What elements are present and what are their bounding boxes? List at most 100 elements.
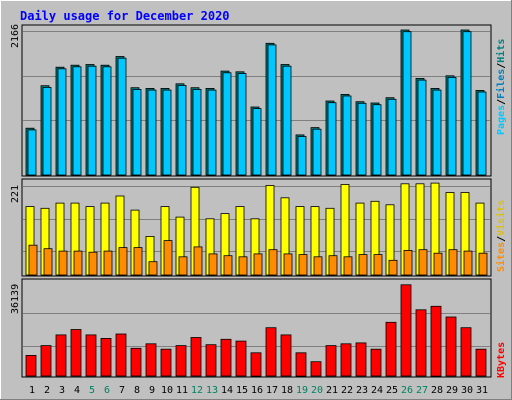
files-bar <box>372 104 382 176</box>
kbytes-bar <box>145 343 157 377</box>
visits-bar <box>403 249 413 276</box>
files-bar <box>42 87 52 176</box>
kbytes-bar <box>385 321 397 377</box>
files-bar <box>312 128 322 176</box>
visits-bar <box>328 255 338 276</box>
kbytes-bar <box>265 327 277 377</box>
kbytes-bar <box>280 334 292 377</box>
kbytes-bar <box>415 309 427 377</box>
day-label: 28 <box>431 385 443 396</box>
files-bar <box>252 108 262 176</box>
kbytes-bar <box>220 338 232 377</box>
kbytes-bar <box>100 337 112 377</box>
kbytes-bar <box>430 305 442 377</box>
legend-separator: / <box>496 236 507 242</box>
files-bar <box>477 91 487 176</box>
legend-pages: Pages <box>496 105 507 135</box>
day-label: 5 <box>89 385 95 396</box>
kbytes-bar <box>115 333 127 377</box>
day-label: 25 <box>386 385 398 396</box>
day-label: 29 <box>446 385 458 396</box>
day-label: 16 <box>251 385 263 396</box>
day-labels: 1 2 3 4 5 6 7 8 9 10 11 12 13 14 15 16 17 18 19 20 21 22 23 24 2… <box>29 385 488 396</box>
visits-bar <box>253 253 263 276</box>
files-bar <box>207 89 217 176</box>
visits-bar <box>478 252 488 276</box>
files-bar <box>282 65 292 176</box>
day-label: 20 <box>311 385 323 396</box>
kbytes-bar <box>340 343 352 377</box>
files-bar <box>192 89 202 176</box>
day-label: 19 <box>296 385 308 396</box>
day-label: 11 <box>176 385 188 396</box>
hits-legend: Pages/Files/Hits <box>495 39 507 135</box>
day-label: 15 <box>236 385 248 396</box>
visits-bar <box>28 244 38 276</box>
day-label: 18 <box>281 385 293 396</box>
day-label: 30 <box>461 385 473 396</box>
hits-ymax-label: 2166 <box>10 24 21 48</box>
kbytes-bar <box>55 334 67 377</box>
kbytes-bar <box>355 342 367 377</box>
kbytes-bar <box>25 354 37 377</box>
visits-bar <box>58 250 68 276</box>
files-bar <box>177 85 187 176</box>
kbytes-bar <box>160 348 172 377</box>
files-bar <box>117 57 127 176</box>
day-label: 1 <box>29 385 35 396</box>
visits-bar <box>88 251 98 276</box>
files-bar <box>237 73 247 176</box>
day-label: 14 <box>221 385 233 396</box>
kbytes-bar <box>70 329 82 377</box>
visits-bar <box>208 253 218 276</box>
visits-bar <box>73 250 83 276</box>
files-bar <box>267 44 277 176</box>
day-label: 3 <box>59 385 65 396</box>
visits-ymax-label: 221 <box>10 185 21 203</box>
visits-bar <box>148 261 158 276</box>
files-bar <box>342 95 352 176</box>
files-bar <box>462 31 472 176</box>
visits-bar <box>103 250 113 276</box>
day-label: 17 <box>266 385 278 396</box>
visits-bar <box>298 254 308 276</box>
visits-bar <box>118 247 128 276</box>
kbytes-bar <box>445 316 457 377</box>
files-bar <box>72 66 82 176</box>
day-label: 22 <box>341 385 353 396</box>
files-bar <box>357 102 367 176</box>
day-label: 2 <box>44 385 50 396</box>
files-bar <box>387 98 397 176</box>
kbytes-bar <box>400 284 412 377</box>
visits-bar <box>433 252 443 276</box>
visits-bar <box>373 254 383 276</box>
visits-bar <box>358 254 368 276</box>
day-label: 31 <box>476 385 488 396</box>
day-label: 27 <box>416 385 428 396</box>
kbytes-bar <box>460 327 472 377</box>
files-bar <box>87 65 97 176</box>
visits-bar <box>343 256 353 276</box>
files-bar <box>132 89 142 176</box>
visits-bar <box>463 250 473 276</box>
legend-sites: Sites <box>495 242 507 272</box>
visits-bar <box>193 246 203 276</box>
legend-separator: / <box>496 99 507 105</box>
kbytes-bar <box>40 345 52 377</box>
visits-bar <box>448 249 458 276</box>
legend-hits: Hits <box>495 39 507 63</box>
visits-bar <box>43 248 53 276</box>
day-label: 7 <box>119 385 125 396</box>
kbytes-bar <box>175 345 187 377</box>
day-label: 9 <box>149 385 155 396</box>
files-bar <box>222 72 232 176</box>
files-bar <box>432 89 442 176</box>
kbytes-bar <box>370 348 382 377</box>
legend-separator: / <box>496 63 507 69</box>
kbytes-bar <box>190 337 202 377</box>
kbytes-bar <box>475 348 487 377</box>
day-label: 21 <box>326 385 338 396</box>
day-label: 10 <box>161 385 173 396</box>
files-bar <box>297 136 307 176</box>
visits-legend: Sites/Visits <box>495 200 507 272</box>
